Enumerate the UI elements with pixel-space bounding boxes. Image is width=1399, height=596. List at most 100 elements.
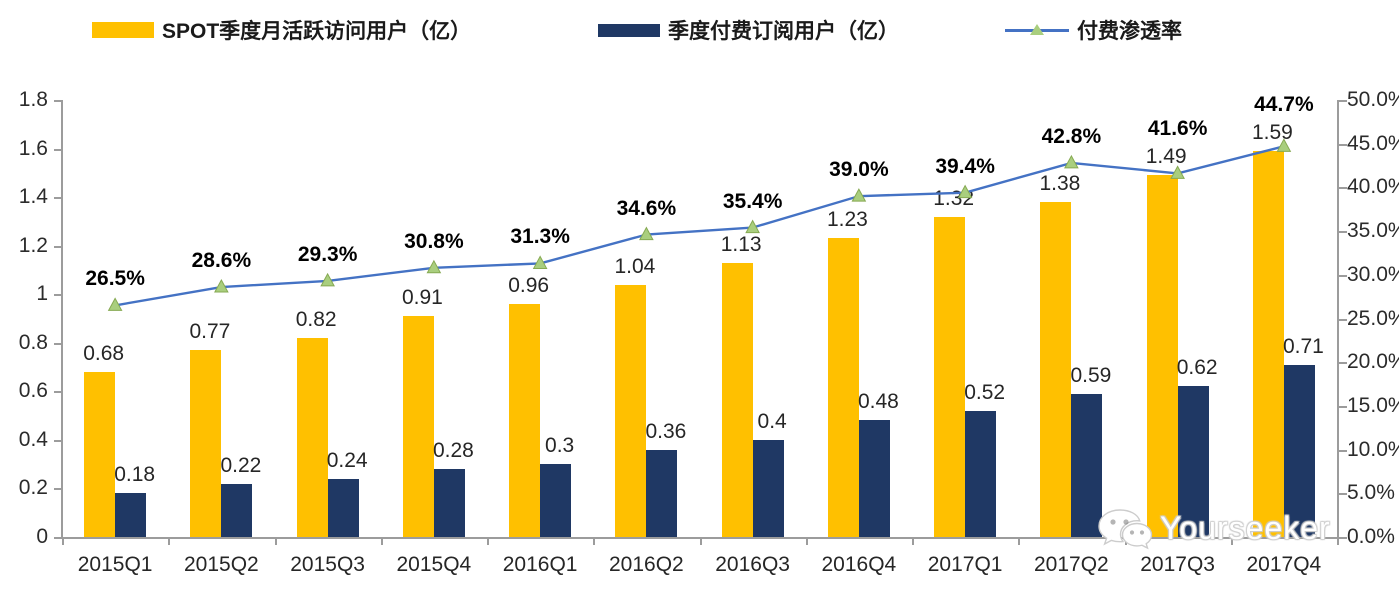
penetration-line xyxy=(114,145,1285,307)
left-axis-tick-label: 0.4 xyxy=(18,427,48,451)
subscribers-bar xyxy=(1177,386,1209,537)
penetration-marker-icon xyxy=(107,297,123,311)
wechat-icon xyxy=(1098,509,1153,550)
penetration-value-label: 39.0% xyxy=(829,158,889,182)
left-axis-tick xyxy=(54,439,62,442)
x-axis-line xyxy=(61,537,1339,539)
right-axis-tick xyxy=(1339,449,1347,452)
mau-bar-value-label: 0.77 xyxy=(189,320,231,344)
subscribers-bar xyxy=(433,469,465,537)
penetration-marker-icon xyxy=(745,219,760,234)
right-axis-tick xyxy=(1339,318,1347,321)
x-axis-tick xyxy=(62,539,64,545)
penetration-value-label: 28.6% xyxy=(191,249,252,273)
subscribers-bar-value-label: 0.52 xyxy=(964,380,1006,404)
x-axis-tick xyxy=(274,539,277,545)
right-axis-tick-label: 50.0% xyxy=(1347,88,1399,111)
penetration-value-label: 35.4% xyxy=(722,189,783,213)
subscribers-bar xyxy=(646,449,678,537)
penetration-value-label: 44.7% xyxy=(1254,92,1314,116)
subscribers-bar-value-label: 0.3 xyxy=(545,434,575,458)
legend-triangle-marker-icon xyxy=(1030,24,1044,35)
mau-bar-value-label: 0.68 xyxy=(83,341,125,365)
subscribers-bar-value-label: 0.71 xyxy=(1282,334,1324,358)
right-axis-tick xyxy=(1339,493,1347,496)
mau-bar xyxy=(84,371,116,537)
legend-item-penetration: 付费渗透率 xyxy=(1005,16,1182,44)
x-axis-tick xyxy=(1018,539,1021,545)
x-axis-category-label: 2015Q2 xyxy=(184,553,259,576)
x-axis-tick xyxy=(805,539,808,545)
right-axis-tick xyxy=(1339,187,1347,190)
subscribers-bar xyxy=(858,420,890,537)
penetration-marker-icon xyxy=(426,259,442,274)
mau-bar-value-label: 1.32 xyxy=(933,186,975,210)
mau-bar-value-label: 1.13 xyxy=(720,232,762,256)
penetration-value-label: 30.8% xyxy=(404,229,464,253)
mau-bar xyxy=(296,337,328,537)
left-axis-line xyxy=(61,100,63,537)
penetration-marker-icon xyxy=(320,272,335,287)
left-axis-tick-label: 1.6 xyxy=(18,136,48,160)
penetration-value-label: 41.6% xyxy=(1147,117,1208,141)
mau-bar-value-label: 0.91 xyxy=(401,286,443,310)
mau-legend-swatch xyxy=(92,22,154,38)
subscribers-bar-value-label: 0.24 xyxy=(326,448,368,472)
mau-bar xyxy=(615,284,647,537)
x-axis-category-label: 2016Q1 xyxy=(502,553,578,576)
subscribers-bar xyxy=(1071,393,1103,537)
mau-bar-value-label: 1.49 xyxy=(1145,145,1187,169)
x-axis-category-label: 2016Q4 xyxy=(821,553,897,576)
mau-bar xyxy=(1252,150,1284,537)
subscribers-bar xyxy=(221,483,253,537)
left-axis-tick xyxy=(54,245,62,248)
x-axis-tick xyxy=(593,539,596,545)
left-axis-tick-label: 1.4 xyxy=(18,185,48,209)
left-axis-tick xyxy=(54,488,62,491)
mau-bar xyxy=(402,316,434,537)
x-axis-tick xyxy=(380,539,383,545)
penetration-value-label: 26.5% xyxy=(85,267,145,291)
subscribers-bar xyxy=(752,439,784,537)
subscribers-bar-value-label: 0.22 xyxy=(220,453,262,477)
mau-bar xyxy=(934,216,966,537)
left-axis-tick-label: 0.2 xyxy=(18,476,48,500)
subscribers-bar xyxy=(965,410,997,537)
penetration-value-label: 31.3% xyxy=(510,225,570,249)
left-axis-tick xyxy=(54,148,62,151)
mau-bar-value-label: 1.04 xyxy=(614,254,656,278)
subscribers-bar xyxy=(540,464,572,537)
penetration-value-label: 34.6% xyxy=(616,196,677,220)
mau-bar-value-label: 0.82 xyxy=(295,307,337,331)
right-axis-tick xyxy=(1339,231,1347,234)
right-axis-line xyxy=(1337,100,1339,537)
mau-legend-label: SPOT季度月活跃访问用户（亿） xyxy=(162,20,472,43)
right-axis-tick-label: 45.0% xyxy=(1347,131,1399,155)
left-axis-tick xyxy=(54,537,62,539)
right-axis-tick-label: 0.0% xyxy=(1347,525,1395,548)
x-axis-category-label: 2015Q3 xyxy=(290,553,365,576)
penetration-marker-icon xyxy=(851,188,867,202)
mau-bar-value-label: 0.96 xyxy=(508,273,550,297)
watermark-text: Yourseeker xyxy=(1160,509,1331,546)
right-axis-tick xyxy=(1339,405,1347,408)
x-axis-tick xyxy=(699,539,702,545)
subscribers-bar xyxy=(327,478,359,537)
subscribers-bar-value-label: 0.4 xyxy=(757,409,787,433)
mau-bar-value-label: 1.59 xyxy=(1251,120,1293,144)
mau-bar-value-label: 1.38 xyxy=(1039,171,1081,195)
x-axis-category-label: 2017Q3 xyxy=(1140,553,1215,576)
mau-bar xyxy=(1040,201,1072,537)
legend-item-mau: SPOT季度月活跃访问用户（亿） xyxy=(92,16,471,44)
right-axis-tick xyxy=(1339,100,1347,102)
right-axis-tick-label: 40.0% xyxy=(1347,175,1399,199)
subscribers-bar-value-label: 0.36 xyxy=(645,419,687,443)
mau-bar xyxy=(827,238,859,537)
left-axis-tick xyxy=(54,100,62,102)
right-axis-tick-label: 5.0% xyxy=(1347,481,1395,505)
right-axis-tick xyxy=(1339,362,1347,365)
right-axis-tick xyxy=(1339,143,1347,146)
right-axis-tick-label: 10.0% xyxy=(1347,437,1399,461)
